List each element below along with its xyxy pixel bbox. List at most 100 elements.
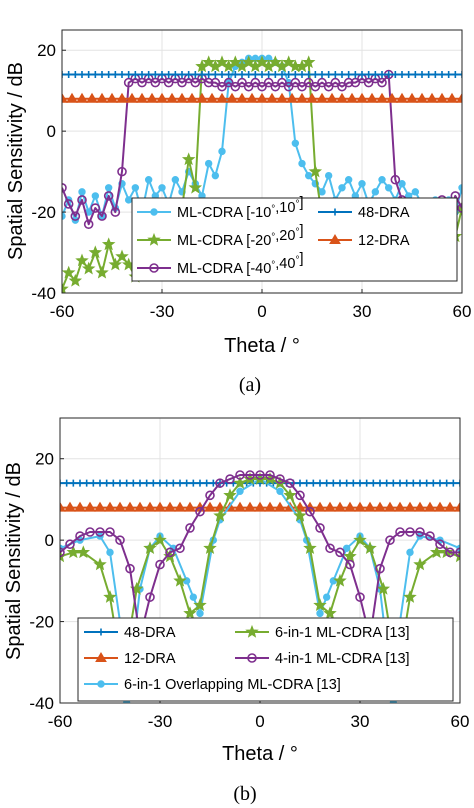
data-point: [101, 237, 116, 251]
y-axis-label-a: Spatial Sensitivity / dB: [5, 62, 27, 260]
data-point: [190, 77, 201, 88]
data-point: [411, 71, 419, 79]
data-point: [123, 77, 134, 88]
data-point: [374, 501, 386, 512]
data-point: [449, 479, 457, 487]
data-point: [218, 71, 226, 79]
data-point: [225, 71, 233, 79]
data-point: [91, 192, 100, 200]
data-point: [163, 479, 171, 487]
legend-label: ML-CDRA [-20°,20°]: [177, 223, 303, 249]
data-point: [196, 479, 204, 487]
y-tick-label: 0: [47, 122, 56, 141]
data-point: [62, 71, 66, 79]
data-point: [454, 501, 460, 512]
data-point: [103, 589, 117, 603]
data-point: [125, 71, 133, 79]
data-point: [436, 92, 448, 103]
data-point: [303, 479, 311, 487]
data-point: [255, 55, 269, 69]
data-point: [105, 71, 113, 79]
data-point: [65, 539, 75, 550]
data-point: [226, 92, 238, 103]
data-point: [98, 71, 106, 79]
data-point: [394, 501, 406, 512]
data-point: [216, 92, 228, 103]
tick-labels-b: -60 -30 0 30 60 -40 -20 0 20: [29, 450, 469, 731]
data-point: [306, 92, 318, 103]
data-point: [206, 92, 218, 103]
data-point: [416, 479, 424, 487]
data-point: [63, 479, 71, 487]
data-point: [324, 171, 333, 180]
x-tick-label: 0: [257, 302, 266, 321]
data-point: [244, 501, 256, 512]
y-tick-label: -40: [29, 694, 54, 713]
data-point: [65, 71, 73, 79]
data-point: [444, 501, 456, 512]
data-point: [246, 92, 258, 103]
data-point: [350, 77, 361, 88]
series-line: [62, 73, 462, 230]
data-point: [156, 479, 164, 487]
data-point: [174, 501, 186, 512]
data-point: [204, 501, 216, 512]
data-point: [337, 81, 347, 92]
data-point: [384, 184, 393, 192]
data-point: [363, 77, 374, 88]
data-point: [184, 501, 196, 512]
data-point: [124, 501, 136, 512]
data-point: [329, 479, 337, 487]
data-point: [457, 203, 462, 213]
data-point: [258, 71, 266, 79]
data-point: [66, 92, 78, 103]
data-point: [384, 501, 396, 512]
y-tick-label: 20: [35, 450, 54, 469]
data-point: [134, 501, 146, 512]
data-point: [85, 71, 93, 79]
data-point: [185, 523, 195, 533]
data-point: [193, 598, 207, 611]
data-point: [323, 606, 337, 620]
data-point: [318, 71, 326, 79]
data-point: [277, 77, 287, 88]
data-point: [62, 92, 68, 103]
legend-marker: [331, 208, 339, 216]
data-point: [296, 479, 304, 487]
data-point: [349, 479, 357, 487]
data-point: [303, 77, 314, 88]
x-tick-label: 60: [451, 712, 470, 731]
data-point: [305, 71, 313, 79]
data-point: [308, 164, 323, 178]
data-point: [62, 281, 69, 293]
data-point: [156, 92, 168, 103]
data-point: [411, 188, 420, 196]
data-point: [146, 92, 158, 103]
data-point: [62, 212, 66, 220]
data-point: [358, 180, 366, 188]
data-point: [70, 211, 81, 221]
data-point: [181, 152, 196, 166]
data-point: [75, 531, 85, 541]
data-point: [297, 81, 307, 92]
data-point: [456, 92, 462, 103]
legend-b: 48-DRA 6-in-1 ML-CDRA [13] 12-DRA 4-in-1 ML…: [77, 617, 454, 702]
data-point: [211, 171, 220, 180]
data-point: [425, 531, 435, 541]
data-point: [331, 71, 339, 79]
legend-label: 4-in-1 ML-CDRA [13]: [275, 651, 410, 667]
data-point: [369, 479, 377, 487]
data-point: [81, 261, 96, 275]
data-point: [338, 71, 346, 79]
data-point: [416, 92, 428, 103]
legend-marker: [97, 628, 105, 636]
data-point: [358, 71, 366, 79]
data-point: [304, 171, 313, 180]
data-point: [390, 174, 401, 185]
data-point: [104, 501, 116, 512]
data-point: [371, 188, 380, 196]
data-point: [109, 479, 117, 487]
legend-marker: [149, 263, 159, 273]
data-point: [169, 479, 177, 487]
